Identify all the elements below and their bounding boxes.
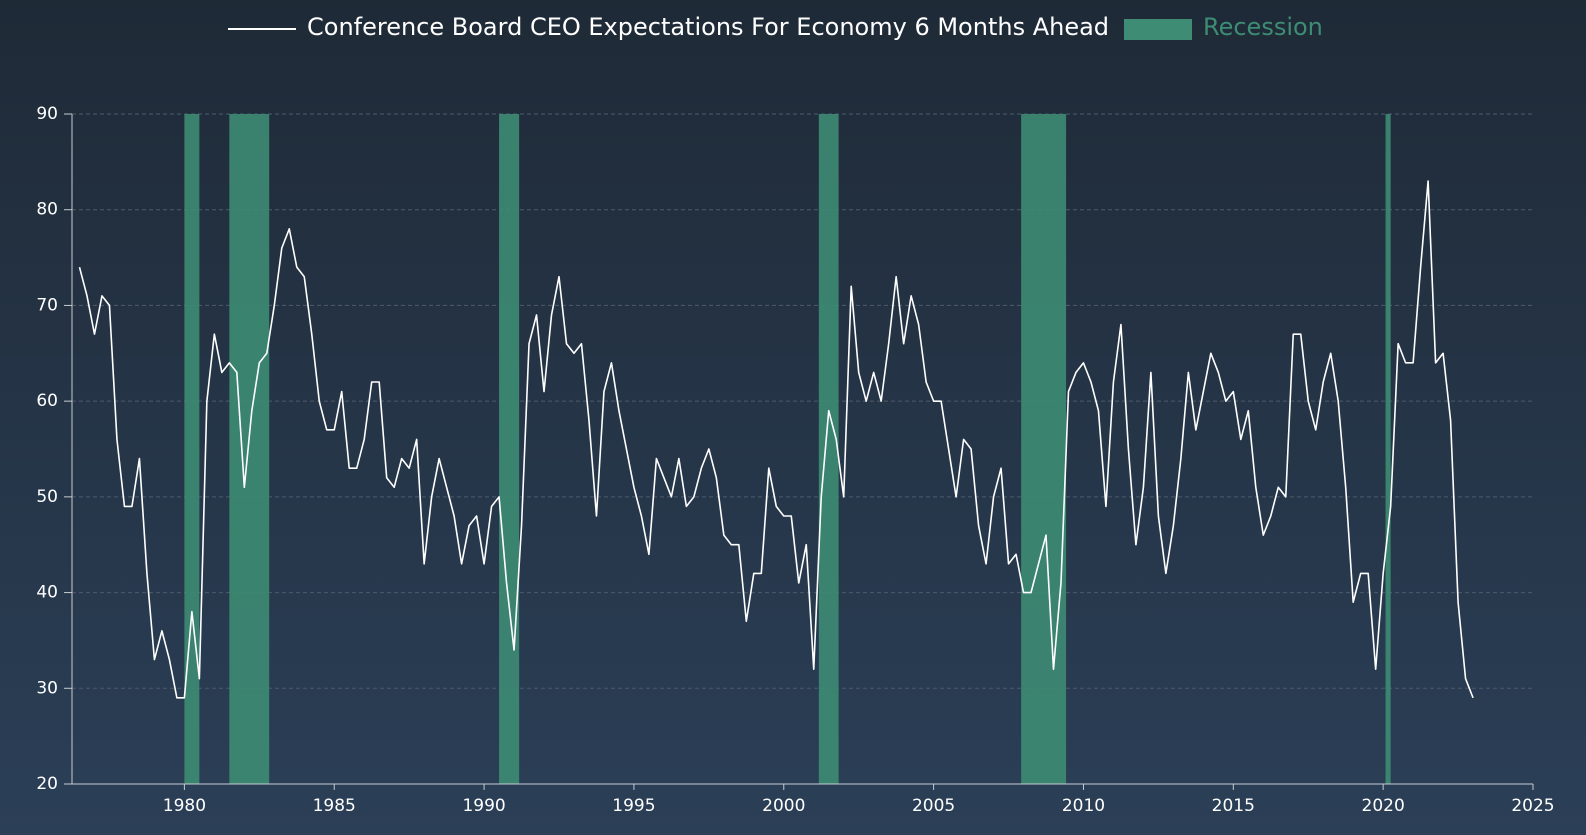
x-tick-label: 1990 — [462, 796, 505, 816]
recession-band — [229, 114, 270, 784]
y-tick-label: 70 — [36, 295, 58, 315]
y-tick-label: 80 — [36, 200, 58, 220]
y-tick-label: 50 — [36, 487, 58, 507]
y-tick-label: 20 — [36, 774, 58, 794]
y-tick-label: 60 — [36, 391, 58, 411]
recession-band — [1385, 114, 1391, 784]
x-tick-label: 2025 — [1511, 796, 1554, 816]
legend-label: Recession — [1203, 13, 1323, 41]
x-tick-label: 2020 — [1362, 796, 1405, 816]
recession-band — [1021, 114, 1067, 784]
x-tick-label: 1980 — [163, 796, 206, 816]
legend-label: Conference Board CEO Expectations For Ec… — [307, 13, 1109, 41]
x-tick-label: 2015 — [1212, 796, 1255, 816]
x-tick-label: 2010 — [1062, 796, 1105, 816]
x-tick-label: 2005 — [912, 796, 955, 816]
y-tick-label: 40 — [36, 583, 58, 603]
x-tick-label: 2000 — [762, 796, 805, 816]
recession-band — [818, 114, 839, 784]
data-line — [78, 180, 1474, 699]
recession-band — [499, 114, 520, 784]
x-tick-label: 1995 — [612, 796, 655, 816]
y-tick-label: 90 — [36, 104, 58, 124]
y-tick-label: 30 — [36, 678, 58, 698]
recession-band — [184, 114, 200, 784]
x-tick-label: 1985 — [313, 796, 356, 816]
legend-swatch — [1124, 19, 1192, 40]
